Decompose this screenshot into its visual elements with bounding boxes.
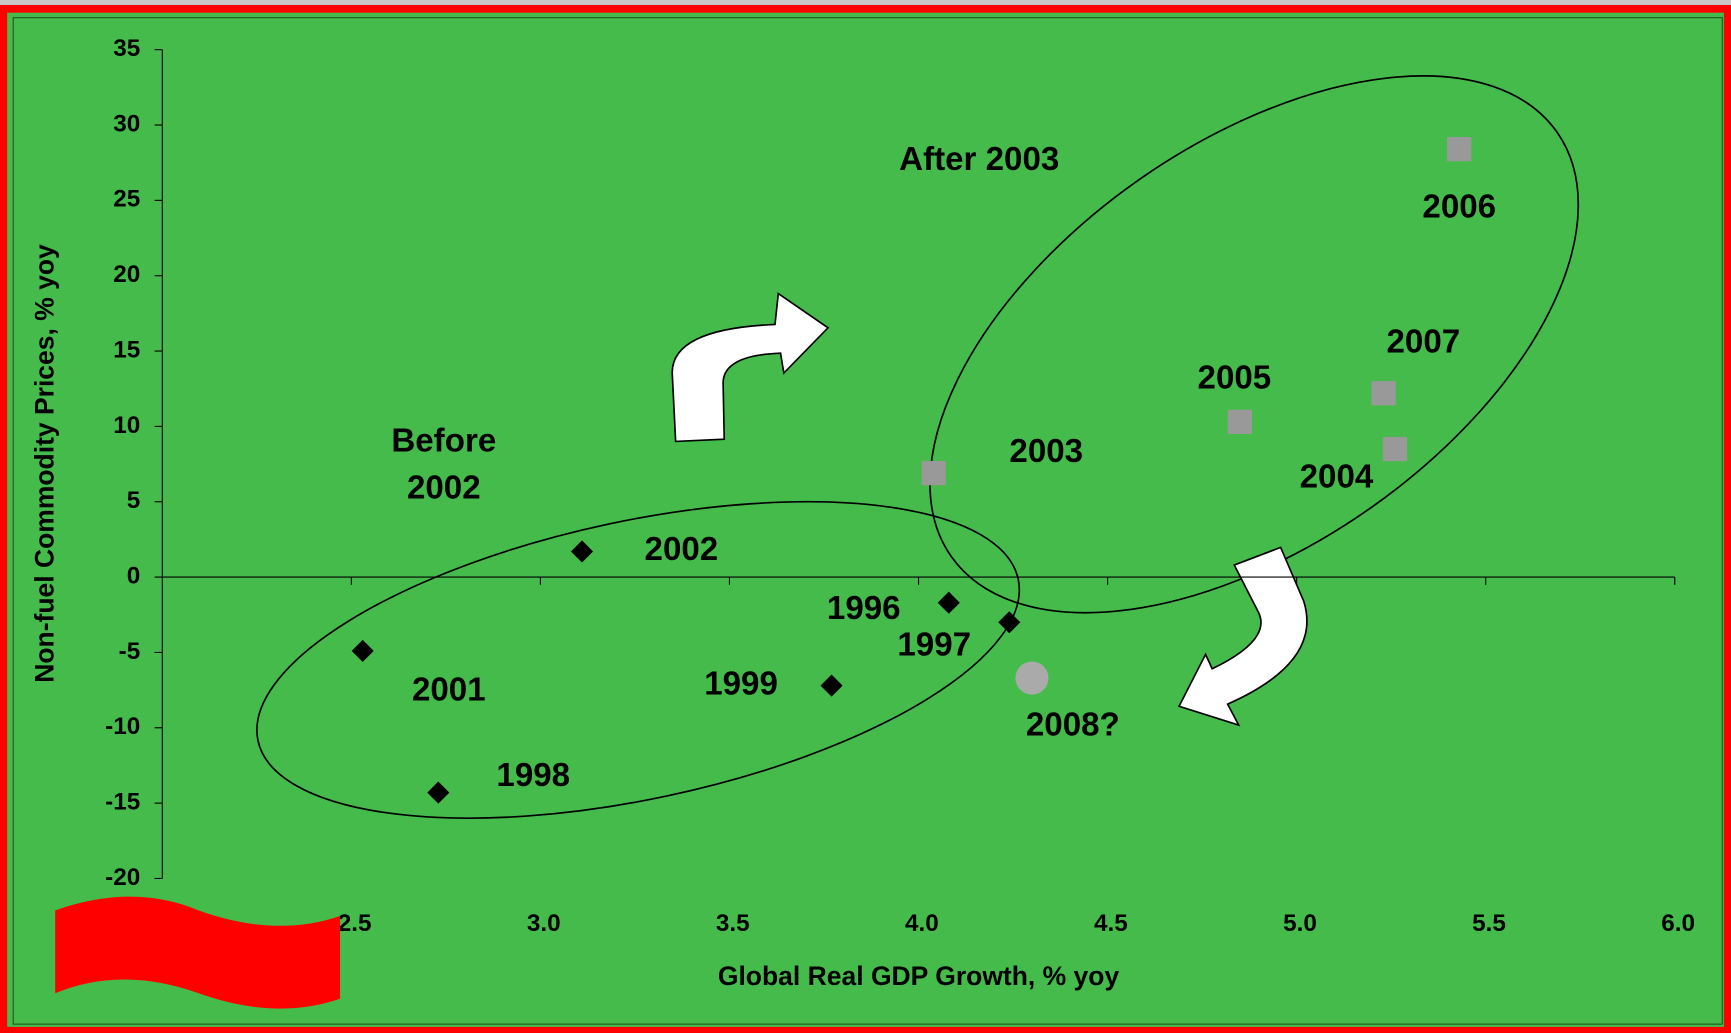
point bbox=[1227, 409, 1253, 435]
y-tick-label: 20 bbox=[113, 261, 140, 288]
point bbox=[1015, 661, 1049, 695]
y-tick-label: 10 bbox=[113, 412, 140, 439]
arrow-up bbox=[671, 292, 830, 443]
point-label: 2001 bbox=[412, 672, 486, 709]
x-tick-label: 5.5 bbox=[1472, 910, 1506, 937]
y-tick-label: 25 bbox=[113, 186, 140, 213]
y-tick-label: -5 bbox=[119, 638, 141, 665]
point-label: 1996 bbox=[827, 590, 901, 627]
y-tick-label: -15 bbox=[105, 789, 140, 816]
point bbox=[921, 460, 946, 486]
point bbox=[427, 781, 450, 804]
x-tick-label: 5.0 bbox=[1283, 910, 1317, 937]
annotation: Before bbox=[391, 422, 496, 459]
point-label: 1997 bbox=[897, 626, 971, 663]
frame bbox=[0, 4, 1731, 1033]
ellipse-after bbox=[929, 75, 1580, 614]
x-tick-label: 4.5 bbox=[1094, 910, 1128, 937]
y-axis-title: Non-fuel Commodity Prices, % yoy bbox=[29, 244, 59, 683]
point bbox=[937, 591, 960, 614]
x-tick-label: 4.0 bbox=[905, 910, 939, 937]
flag bbox=[55, 896, 341, 1009]
arrow-down bbox=[1177, 546, 1308, 727]
point bbox=[820, 674, 843, 697]
point-label: 2007 bbox=[1387, 323, 1461, 360]
inner-border bbox=[12, 17, 1723, 1025]
point bbox=[998, 611, 1021, 634]
annotation: After 2003 bbox=[899, 141, 1059, 178]
y-tick-label: 0 bbox=[127, 562, 141, 589]
y-tick-label: 35 bbox=[113, 35, 140, 62]
y-tick-label: -20 bbox=[105, 864, 140, 891]
point-label: 1998 bbox=[496, 757, 570, 794]
x-tick-label: 6.0 bbox=[1661, 910, 1695, 937]
annotation: 2002 bbox=[407, 470, 481, 507]
point-label: 2005 bbox=[1198, 360, 1272, 397]
point bbox=[1382, 436, 1408, 462]
point bbox=[570, 540, 594, 563]
point-label: 2002 bbox=[645, 531, 719, 568]
point bbox=[1371, 381, 1396, 406]
x-tick-label: 2.5 bbox=[338, 910, 372, 937]
y-tick-label: 15 bbox=[113, 336, 140, 363]
y-tick-label: -10 bbox=[105, 713, 140, 740]
x-tick-label: 3.5 bbox=[716, 910, 750, 937]
point-label: 2003 bbox=[1009, 433, 1083, 470]
ellipse-before bbox=[256, 500, 1021, 819]
y-tick-label: 5 bbox=[127, 487, 141, 514]
point-label: 2008? bbox=[1026, 706, 1120, 743]
point-label: 2006 bbox=[1422, 188, 1496, 225]
x-axis-title: Global Real GDP Growth, % yoy bbox=[718, 961, 1120, 991]
point bbox=[1447, 136, 1472, 162]
x-tick-label: 3.0 bbox=[527, 910, 561, 937]
point-label: 1999 bbox=[704, 665, 778, 702]
point-label: 2004 bbox=[1300, 459, 1374, 496]
y-tick-label: 30 bbox=[113, 110, 140, 137]
